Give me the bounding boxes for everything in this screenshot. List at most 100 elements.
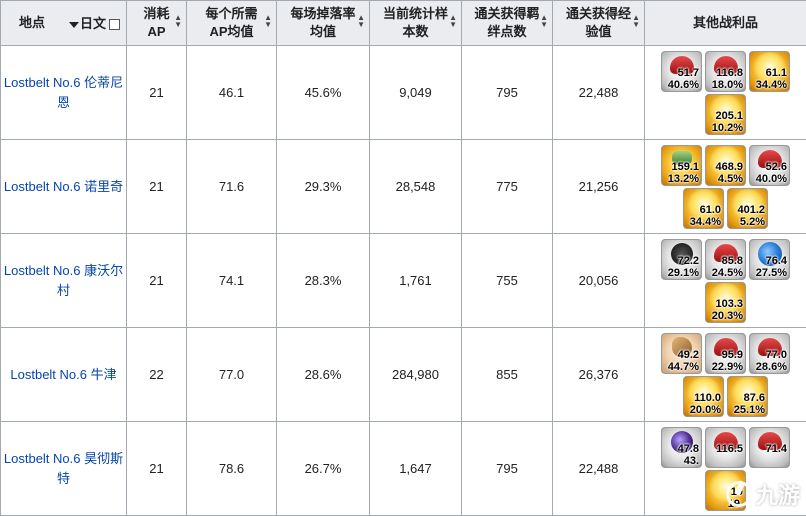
ap-cell: 21 <box>127 140 187 234</box>
col-header-bond[interactable]: 通关获得羁绊点数▲▼ <box>462 1 553 46</box>
samples-cell: 1,647 <box>370 422 462 516</box>
drop-ap-value: 76.4 <box>766 256 787 267</box>
drop-rate-value: 20.3% <box>712 311 743 322</box>
drop-rate-value: 29.1% <box>668 268 699 279</box>
drop-rate-cell: 28.6% <box>277 328 370 422</box>
drop-rate-value: 43. <box>684 456 699 467</box>
drop-ap-value: 205.1 <box>715 111 743 122</box>
ap-per-item-cell: 74.1 <box>187 234 277 328</box>
ap-per-item-cell: 77.0 <box>187 328 277 422</box>
jp-filter-checkbox[interactable] <box>109 19 120 30</box>
col-header-samples[interactable]: 当前统计样本数▲▼ <box>370 1 462 46</box>
sort-icon: ▲▼ <box>264 14 272 28</box>
location-link[interactable]: Lostbelt No.6 牛津 <box>1 328 127 422</box>
exp-cell: 26,376 <box>553 328 645 422</box>
watermark-logo: 九游 <box>726 478 800 510</box>
sort-icon: ▲▼ <box>632 14 640 28</box>
samples-cell: 28,548 <box>370 140 462 234</box>
drop-rate-value: 34.4% <box>690 217 721 228</box>
drop-rate-value: 44.7% <box>668 362 699 373</box>
header-line: 验值 <box>585 24 611 39</box>
bond-cell: 775 <box>462 140 553 234</box>
header-line: 消耗 <box>143 6 169 21</box>
drop-rate-value: 28.6% <box>756 362 787 373</box>
exp-cell: 21,256 <box>553 140 645 234</box>
drop-ap-value: 71.4 <box>766 444 787 455</box>
ap-cell: 21 <box>127 234 187 328</box>
exp-cell: 22,488 <box>553 422 645 516</box>
drop-ap-value: 103.3 <box>715 299 743 310</box>
drop-ap-value: 61.1 <box>766 68 787 79</box>
location-link[interactable]: Lostbelt No.6 诺里奇 <box>1 140 127 234</box>
filter-icon <box>69 22 79 28</box>
ap-per-item-cell: 71.6 <box>187 140 277 234</box>
samples-cell: 1,761 <box>370 234 462 328</box>
ap-per-item-cell: 46.1 <box>187 46 277 140</box>
ap-cell: 22 <box>127 328 187 422</box>
sort-icon: ▲▼ <box>449 14 457 28</box>
jp-filter[interactable]: 日文 <box>69 15 120 33</box>
col-header-location[interactable]: 地点 日文 <box>1 1 127 46</box>
drop-rate-value: 34.4% <box>756 80 787 91</box>
exp-cell: 20,056 <box>553 234 645 328</box>
header-line: 每个所需 <box>205 6 257 21</box>
drop-ap-value: 61.0 <box>700 205 721 216</box>
drop-ap-value: 52.6 <box>766 162 787 173</box>
drop-rate-value: 20.0% <box>690 405 721 416</box>
col-header-other-drops: 其他战利品 <box>645 1 806 46</box>
header-line: 均值 <box>310 24 336 39</box>
ap-cell: 21 <box>127 422 187 516</box>
col-header-exp[interactable]: 通关获得经验值▲▼ <box>553 1 645 46</box>
drop-ap-value: 47.8 <box>678 444 699 455</box>
drop-rate-value: 40.6% <box>668 80 699 91</box>
drop-rate-value: 24.5% <box>712 268 743 279</box>
drop-rate-value: 27.5% <box>756 268 787 279</box>
bond-cell: 795 <box>462 46 553 140</box>
samples-cell: 284,980 <box>370 328 462 422</box>
drop-item[interactable]: 71.4 <box>749 427 790 468</box>
location-link[interactable]: Lostbelt No.6 昊彻斯特 <box>1 422 127 516</box>
header-line: 绊点数 <box>487 24 526 39</box>
col-header-drop-rate[interactable]: 每场掉落率均值▲▼ <box>277 1 370 46</box>
drop-ap-value: 110.0 <box>694 393 721 404</box>
sort-icon: ▲▼ <box>174 14 182 28</box>
drop-ap-value: 77.0 <box>766 350 787 361</box>
drop-rate-value: 40.0% <box>756 174 787 185</box>
location-link[interactable]: Lostbelt No.6 伦蒂尼恩 <box>1 46 127 140</box>
location-link[interactable]: Lostbelt No.6 康沃尔村 <box>1 234 127 328</box>
drop-item[interactable]: 116.5 <box>705 427 746 468</box>
drop-rate-cell: 45.6% <box>277 46 370 140</box>
drop-rate-value: 18.0% <box>712 80 743 91</box>
